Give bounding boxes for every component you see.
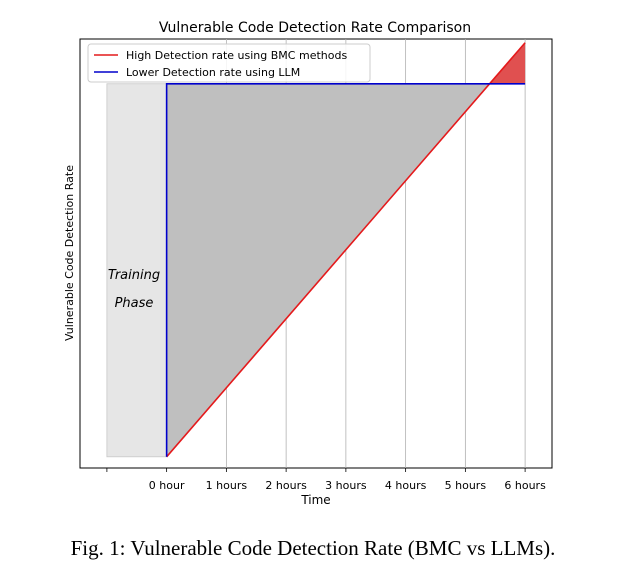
x-tick-label-2: 1 hours [206, 479, 248, 492]
training-phase-label-line2: Phase [115, 296, 154, 311]
annotation-layer: Training Phase [108, 268, 160, 311]
series-line-bmc [166, 42, 526, 458]
series-line-llm [165, 82, 526, 457]
x-axis-label: Time [300, 493, 330, 507]
figure-caption: Fig. 1: Vulnerable Code Detection Rate (… [70, 536, 556, 560]
chart-title: Vulnerable Code Detection Rate Compariso… [159, 20, 471, 36]
x-tick-label-7: 6 hours [504, 479, 546, 492]
x-tick-label-3: 2 hours [265, 479, 307, 492]
x-tick-label-1: 0 hour [149, 479, 185, 492]
plot-area: Training Phase 0 hour 1 hours 2 hours 3 hou… [79, 38, 553, 492]
series-layer [165, 42, 526, 458]
x-tick-label-6: 5 hours [445, 479, 487, 492]
legend: High Detection rate using BMC methods Lo… [87, 43, 371, 83]
legend-label-bmc: High Detection rate using BMC methods [126, 49, 347, 62]
x-tick-label-4: 3 hours [325, 479, 367, 492]
legend-label-llm: Lower Detection rate using LLM [126, 66, 300, 79]
training-phase-label-line1: Training [108, 268, 160, 283]
x-tick-label-5: 4 hours [385, 479, 427, 492]
y-axis-label: Vulnerable Code Detection Rate [63, 165, 76, 341]
legend-box [87, 43, 371, 83]
x-axis: 0 hour 1 hours 2 hours 3 hours 4 hours 5 hour… [106, 468, 546, 492]
